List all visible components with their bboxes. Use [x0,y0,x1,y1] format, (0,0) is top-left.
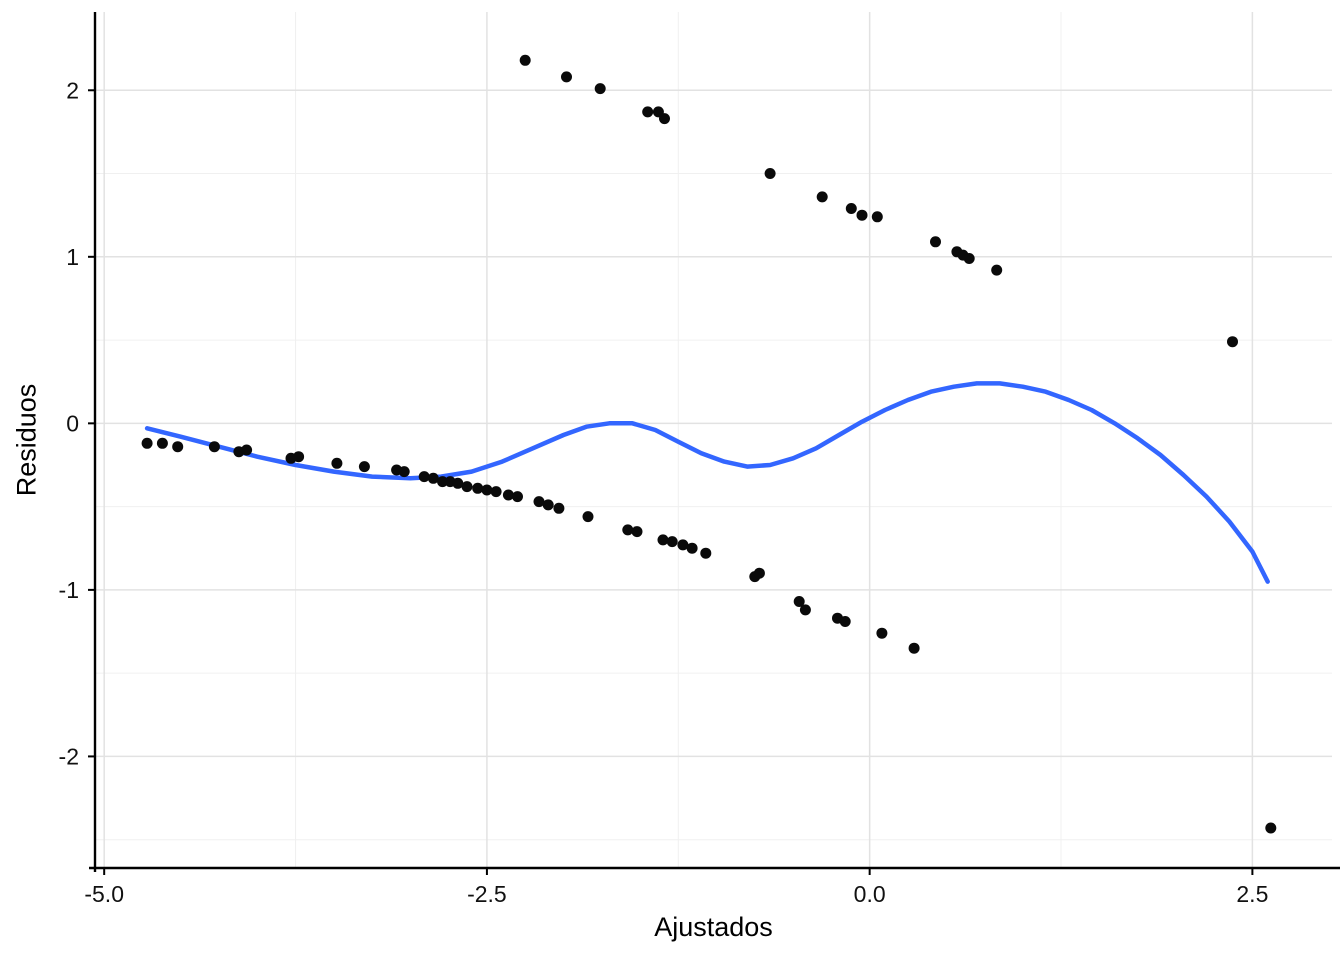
data-point [871,211,883,223]
data-point [293,451,305,463]
data-point [533,496,545,508]
data-point [553,502,565,514]
data-point [622,524,634,536]
data-point [657,534,669,546]
data-point [502,489,514,501]
y-tick-label: -2 [59,743,79,769]
y-tick-label: -1 [59,577,79,603]
data-point [1265,822,1277,834]
data-point [816,191,828,203]
data-point [398,466,410,478]
data-point [331,457,343,469]
smooth-trend-line [144,381,1270,584]
data-point [631,526,643,538]
data-point [427,472,439,484]
data-point [876,627,888,639]
data-point [764,168,776,179]
data-point [991,264,1003,276]
data-point [666,536,678,548]
data-point [700,547,712,559]
data-point [793,596,805,607]
data-point [461,481,473,493]
data-point [358,461,370,473]
x-tick-label: 0.0 [854,881,886,907]
data-point [582,511,594,523]
data-point [472,482,484,494]
data-point [519,54,531,66]
data-point [753,567,765,579]
data-point [481,484,493,496]
data-point [208,441,220,453]
x-tick-label: -2.5 [467,881,507,907]
data-point [930,236,941,248]
data-point [677,539,689,551]
data-point [542,499,554,511]
y-tick-label: 2 [66,77,79,103]
data-point [839,616,851,627]
data-point [437,476,448,488]
data-point [642,106,654,118]
data-point [659,113,670,125]
data-point [156,437,168,449]
data-point [512,491,523,503]
data-point [172,441,184,453]
data-point [561,71,572,83]
data-point [490,486,502,498]
data-point [418,471,430,483]
x-tick-label: -5.0 [84,881,124,907]
data-point [1227,336,1238,348]
data-point [856,209,868,221]
data-point [686,542,698,554]
data-point [799,604,811,616]
y-tick-label: 0 [66,410,79,436]
data-point [845,203,857,214]
x-axis-title: Ajustados [654,912,773,942]
x-tick-label: 2.5 [1236,881,1268,907]
data-point [908,642,920,654]
data-point [141,437,153,449]
y-axis-title: Residuos [11,383,42,497]
data-point [594,83,606,95]
data-point [452,477,464,489]
y-tick-label: 1 [66,244,79,270]
data-point [241,444,253,456]
data-point [963,253,975,264]
